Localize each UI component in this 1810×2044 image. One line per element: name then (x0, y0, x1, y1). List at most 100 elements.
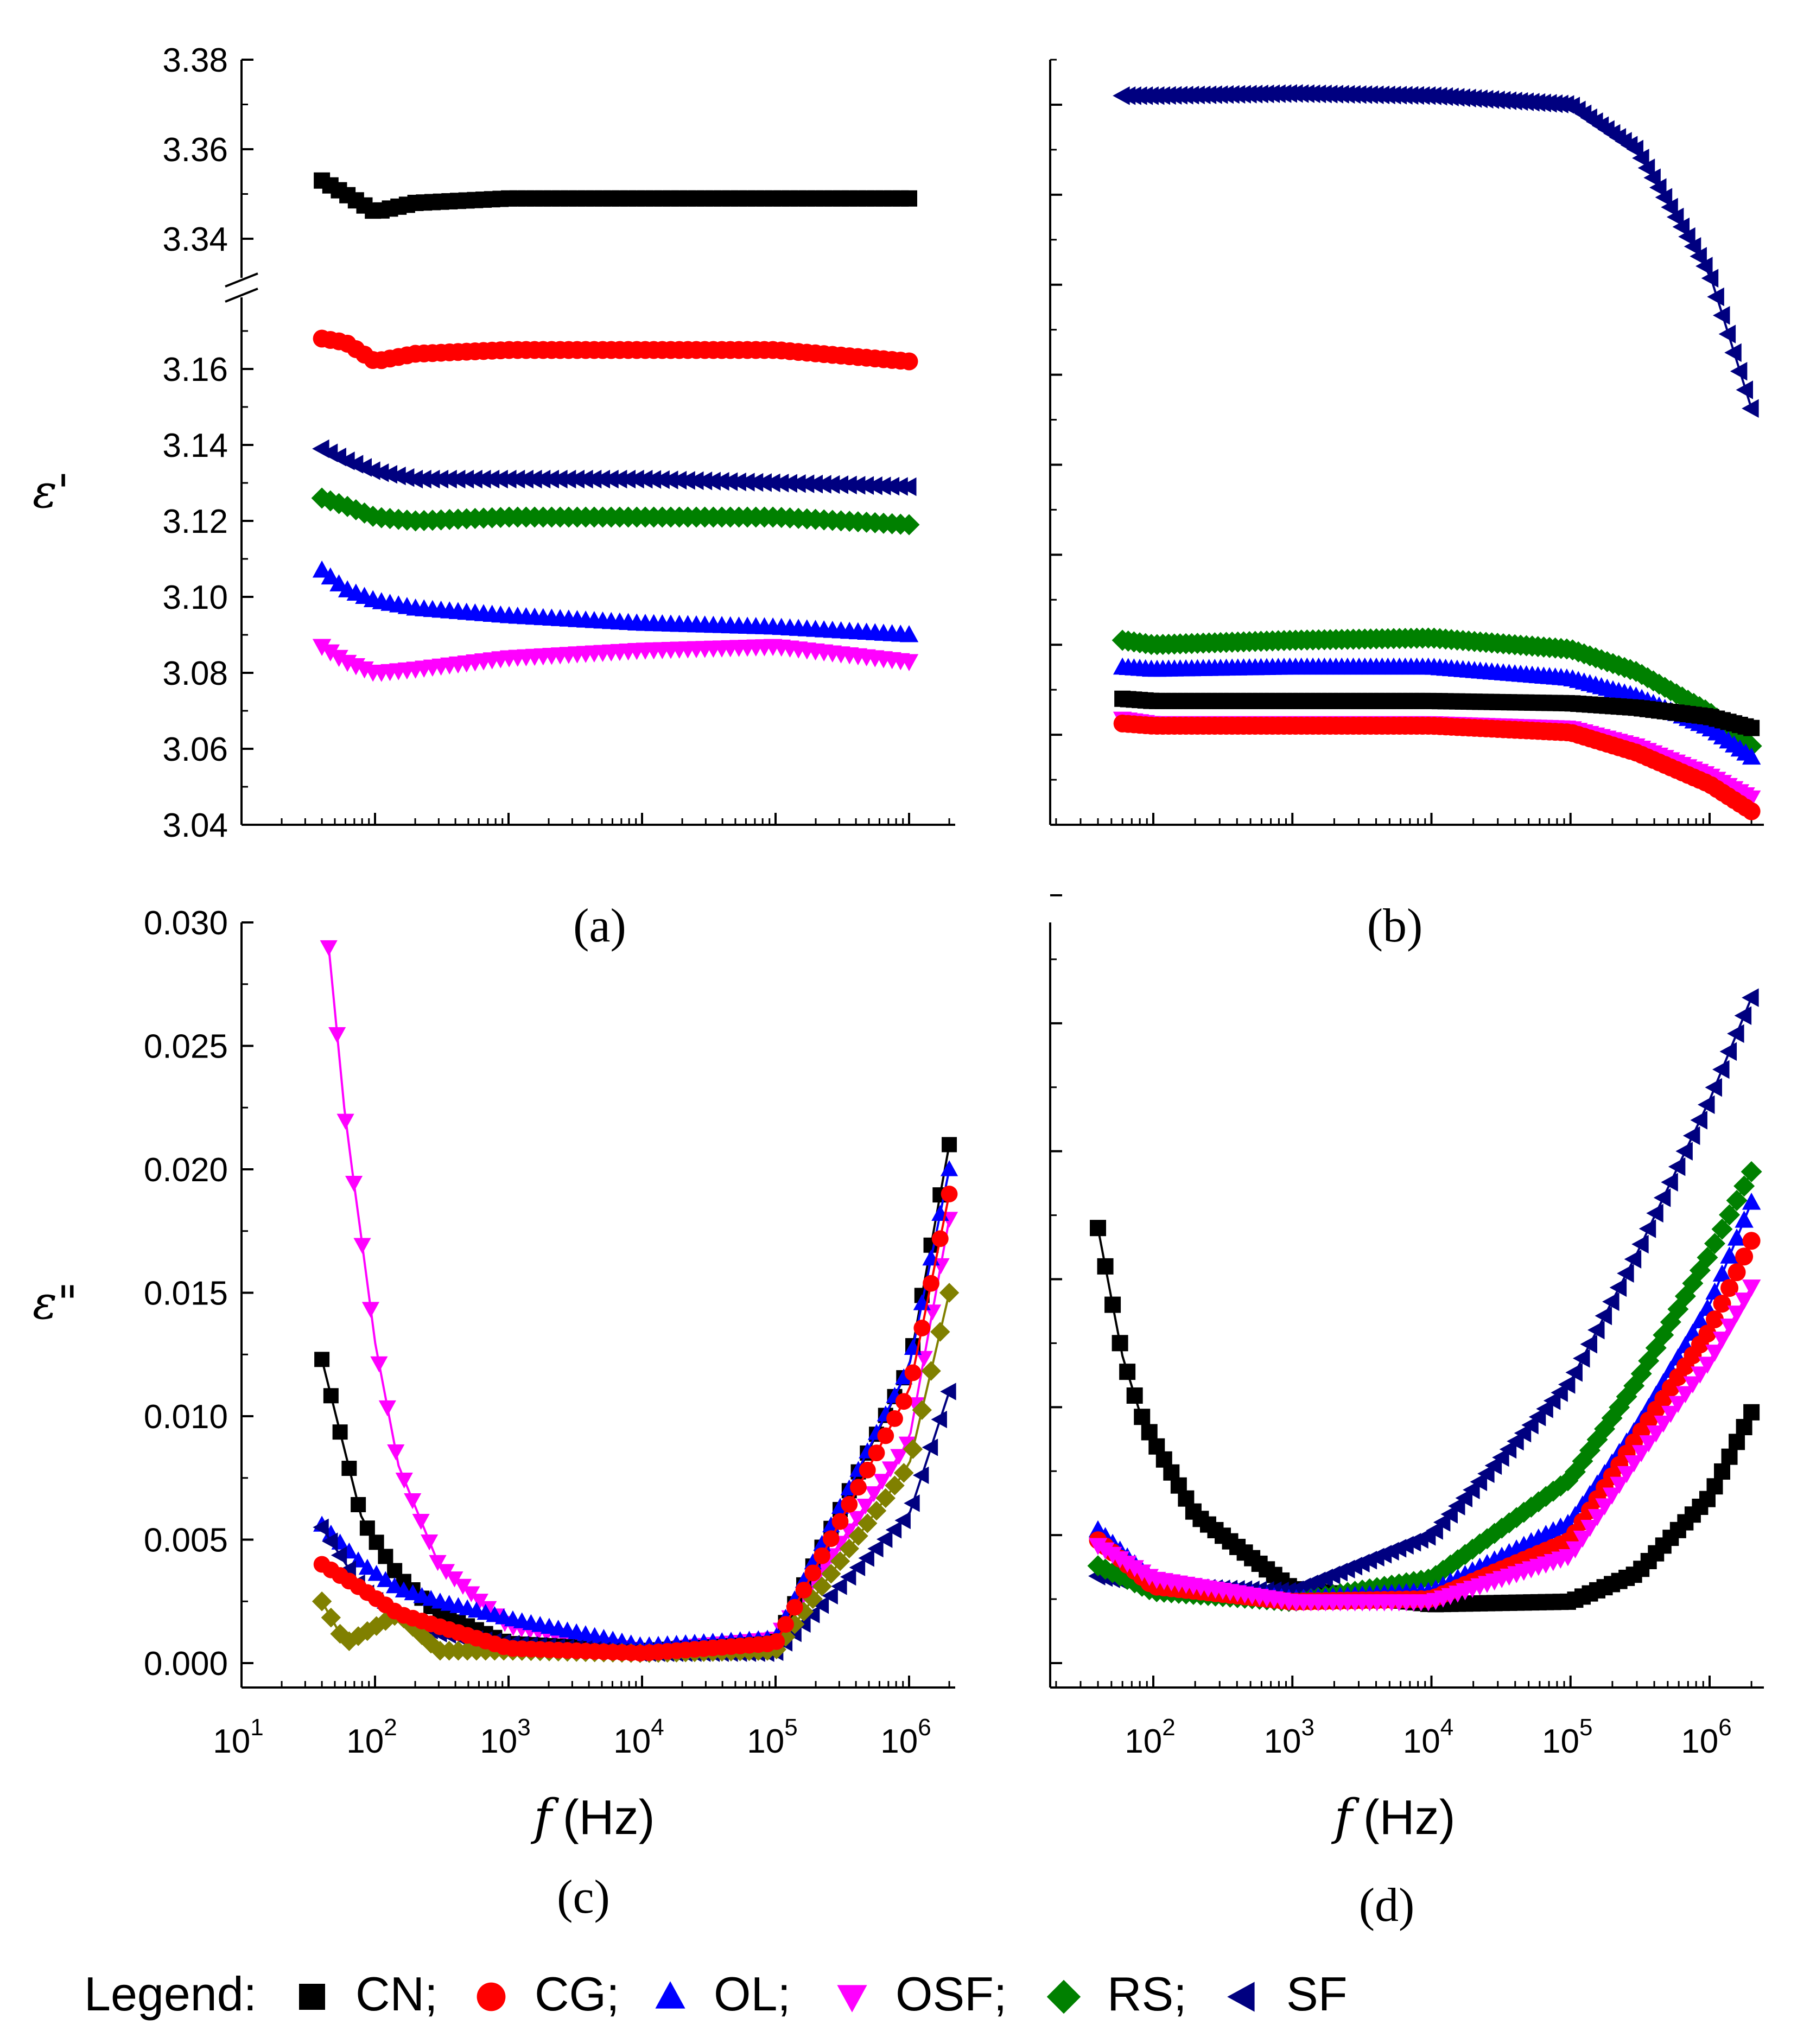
data-point-SF (1724, 343, 1742, 362)
data-point-OSF (1727, 1306, 1747, 1323)
data-point-OSF (1742, 1279, 1761, 1297)
panel-b (1049, 59, 1764, 826)
data-point-SF (635, 469, 653, 489)
data-point-SF (1565, 1363, 1583, 1382)
data-point-RS (921, 1361, 941, 1381)
data-point-RS (939, 1283, 960, 1303)
data-point-CG (923, 1275, 939, 1292)
data-point-SF (1734, 1006, 1752, 1026)
x-tick-label: 106 (880, 1714, 931, 1760)
data-point-CN (369, 1534, 384, 1550)
x-tick-label: 106 (1681, 1714, 1731, 1760)
data-point-CN (332, 1424, 348, 1440)
data-point-OSF (1683, 1376, 1703, 1394)
data-point-OSF (328, 1027, 346, 1043)
data-point-SF (1433, 1513, 1451, 1532)
data-point-OL (321, 567, 340, 585)
data-point-CG (941, 1186, 958, 1202)
data-point-OSF (329, 650, 348, 667)
data-point-RS (321, 1607, 341, 1628)
data-point-OSF (881, 1461, 899, 1478)
data-point-SF (363, 461, 380, 480)
legend-marker-SF (1227, 1982, 1255, 2012)
legend-label-RS: RS; (1107, 1967, 1187, 2021)
data-point-OSF (1573, 1530, 1592, 1548)
data-point-SF (822, 1587, 838, 1604)
y-tick-label: 3.16 (162, 351, 228, 389)
data-point-SF (797, 474, 815, 493)
data-point-OSF (336, 1113, 354, 1130)
data-point-SF (1712, 306, 1730, 325)
data-point-OSF (321, 644, 340, 662)
data-point-SF (840, 475, 857, 495)
legend: Legend: CN; CG; OL; OSF; RS; SF (84, 1967, 1347, 2021)
y-tick-label: 0.010 (144, 1398, 228, 1436)
data-point-RS (412, 1625, 432, 1645)
data-point-CN (1141, 1424, 1158, 1441)
data-point-OL (386, 1577, 404, 1594)
data-point-OSF (1132, 1564, 1152, 1582)
data-point-SF (1682, 1126, 1700, 1145)
data-point-OSF (1595, 1498, 1614, 1516)
data-point-SF (1484, 1456, 1502, 1475)
data-point-SF (1551, 1383, 1568, 1402)
data-point-OL (940, 1160, 958, 1176)
data-point-SF (780, 474, 797, 493)
data-point-SF (720, 472, 738, 491)
data-point-OL (1735, 1211, 1754, 1228)
data-point-RS (912, 1400, 932, 1420)
data-point-CN (1112, 1335, 1128, 1352)
data-point-SF (644, 470, 662, 489)
data-point-CN (1097, 1258, 1114, 1275)
y-tick-label: 0.030 (144, 905, 228, 942)
y-tick-label: 3.14 (162, 427, 228, 464)
data-point-RS (812, 1576, 832, 1596)
data-point-OL (312, 561, 332, 578)
data-point-SF (1626, 139, 1643, 159)
data-point-OSF (1110, 1551, 1129, 1569)
data-point-OSF (1566, 1541, 1585, 1559)
data-point-RS (1726, 1189, 1748, 1211)
data-point-OSF (395, 1473, 413, 1489)
data-point-SF (1602, 1292, 1620, 1311)
data-point-SF (1624, 1250, 1642, 1269)
data-point-OSF (429, 1555, 447, 1571)
data-point-SF (627, 469, 644, 489)
data-point-RS (339, 1631, 359, 1651)
data-point-SF (1672, 217, 1690, 237)
data-point-SF (754, 473, 772, 492)
x-tick-label: 105 (747, 1714, 797, 1760)
data-point-SF (831, 475, 849, 494)
y-tick-label: 3.38 (162, 42, 228, 79)
data-point-SF (1609, 1278, 1627, 1297)
y-tick-label: 3.36 (162, 131, 228, 169)
data-point-CN (1736, 1419, 1752, 1436)
data-point-SF (1455, 1488, 1472, 1507)
data-point-SF (652, 470, 670, 489)
data-point-RS (312, 1591, 332, 1612)
data-point-SF (789, 474, 806, 493)
y-tick-label: 0.025 (144, 1028, 228, 1066)
svg-text:f(Hz): f (Hz) (1331, 1789, 1455, 1846)
y-tick-label: 0.020 (144, 1151, 228, 1189)
data-point-OSF (1661, 1405, 1680, 1423)
data-point-RS (903, 1439, 923, 1459)
data-point-SF (1653, 1188, 1671, 1207)
data-point-SF (729, 472, 746, 492)
data-point-OL (1712, 1264, 1732, 1282)
data-point-SF (687, 471, 704, 491)
data-point-CN (1714, 1463, 1731, 1480)
panel-d: 102 103 104 105 106 (1049, 894, 1764, 1760)
data-point-RS (830, 1551, 850, 1571)
data-point-OSF (1668, 1396, 1688, 1413)
data-point-OSF (1720, 1319, 1739, 1336)
data-point-SF (1742, 988, 1759, 1007)
data-point-CG (913, 1320, 931, 1336)
data-point-RS (376, 1611, 396, 1631)
data-point-CG (768, 1633, 785, 1650)
data-point-CG (900, 352, 918, 371)
data-point-OSF (387, 1444, 405, 1461)
data-point-SF (1712, 1060, 1730, 1079)
data-point-SF (738, 473, 755, 492)
data-point-OSF (1639, 1435, 1658, 1453)
